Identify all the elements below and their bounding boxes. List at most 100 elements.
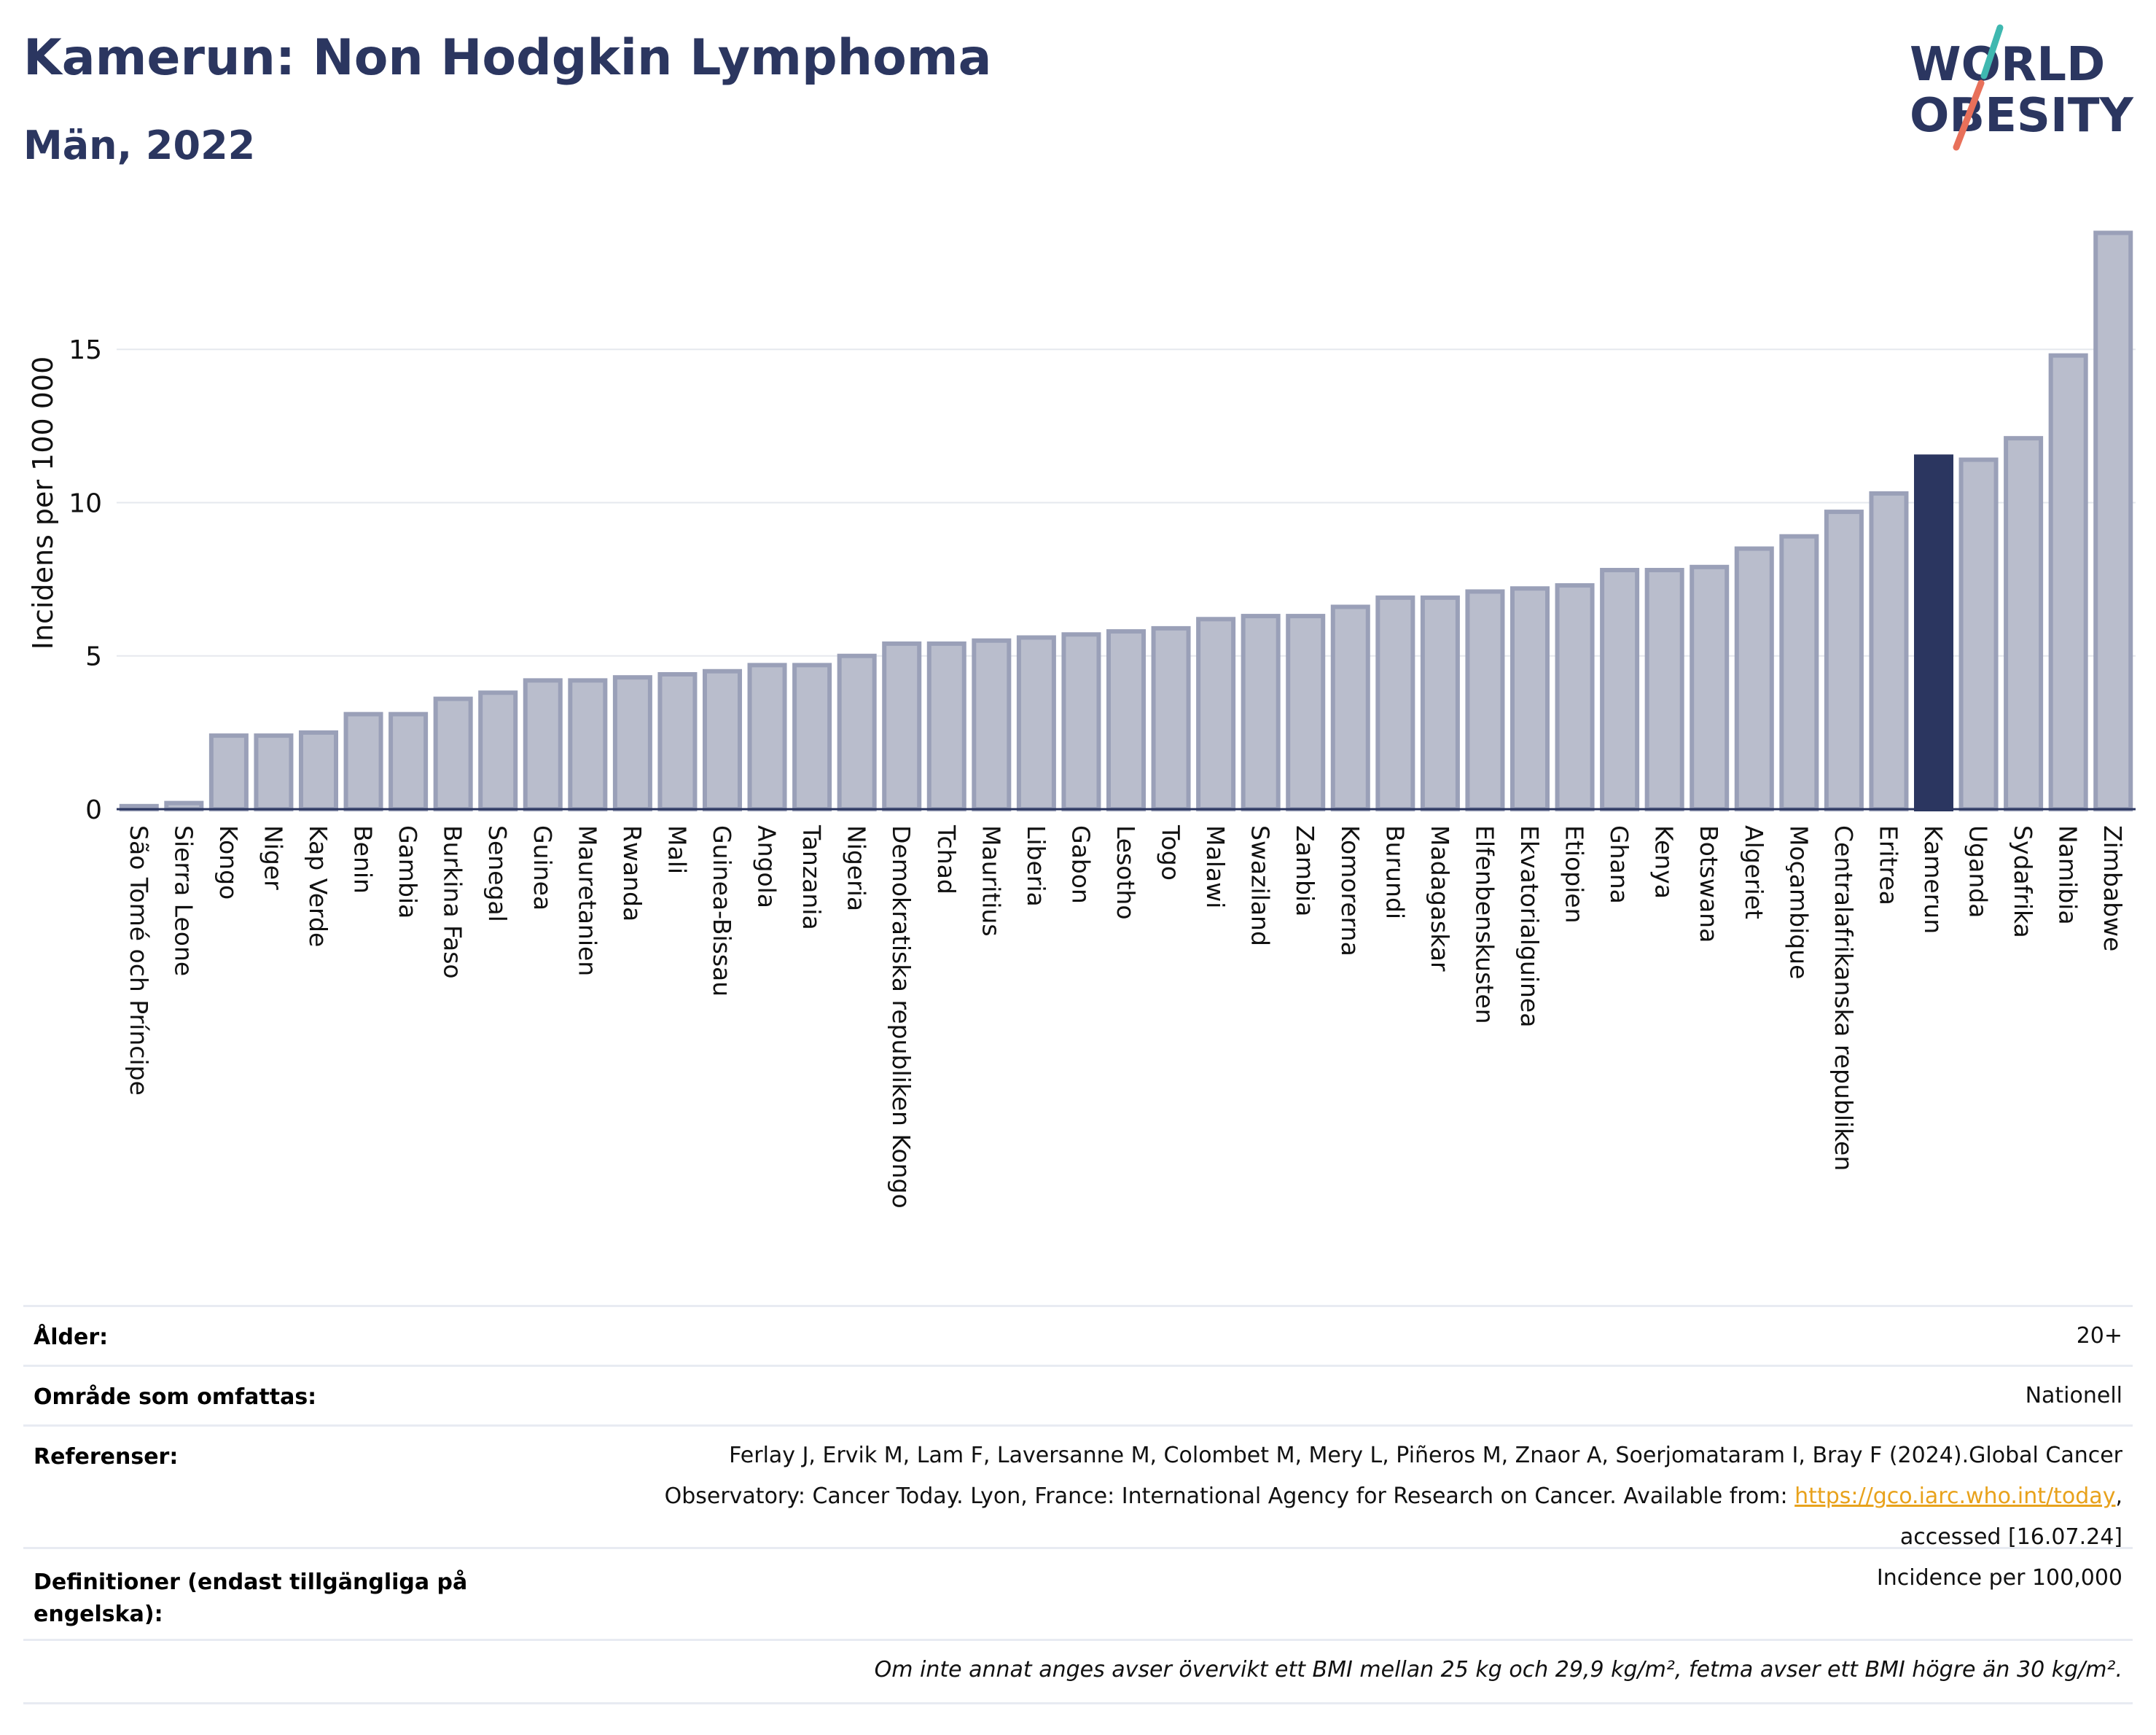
bar-togo (1151, 625, 1191, 812)
area-label: Område som omfattas: (34, 1384, 317, 1410)
bar-mauretanien (568, 678, 608, 812)
x-tick-label: Kamerun (1919, 825, 1948, 934)
bar-burundi (1375, 595, 1415, 811)
y-tick-label: 0 (85, 795, 102, 825)
bar-angola (747, 663, 787, 811)
logo-slash-top (1980, 24, 2004, 79)
definitions-label: Definitioner (endast tillgängliga på eng… (34, 1567, 467, 1631)
bar-centralafrikanska-republiken (1824, 510, 1864, 811)
references-line2: Observatory: Cancer Today. Lyon, France:… (665, 1476, 2122, 1517)
y-tick-label: 15 (69, 335, 102, 365)
bmi-note: Om inte annat anges avser övervikt ett B… (874, 1657, 2122, 1683)
bar-mauritius (972, 638, 1012, 812)
x-tick-label: Rwanda (618, 825, 647, 921)
x-tick-label: Liberia (1022, 825, 1050, 907)
bar-komorerna (1330, 604, 1370, 811)
bar-niger (254, 733, 294, 811)
x-tick-label: Madagaskar (1426, 825, 1454, 972)
bar-kenya (1644, 568, 1684, 811)
x-tick-label: Algeriet (1740, 825, 1768, 919)
x-tick-label: Sydafrika (2009, 825, 2037, 938)
info-row-note: Om inte annat anges avser övervikt ett B… (23, 1639, 2133, 1704)
bar-kamerun (1913, 454, 1954, 812)
bar-demokratiska-republiken-kongo (882, 641, 922, 812)
bar-mali (657, 671, 698, 811)
references-label: Referenser: (34, 1444, 179, 1470)
page-subtitle: Män, 2022 (23, 122, 256, 168)
logo-line2: OBESITY (1910, 89, 2133, 143)
x-tick-label: Tanzania (797, 824, 826, 930)
x-tick-label: Senegal (483, 825, 512, 922)
info-row-definitions: Definitioner (endast tillgängliga på eng… (23, 1547, 2133, 1641)
logo-line1: WORLD (1910, 38, 2105, 92)
bar-madagaskar (1420, 595, 1460, 811)
references-line2-suffix: , (2115, 1483, 2122, 1509)
bar-algeriet (1734, 546, 1774, 811)
x-tick-label: Etiopien (1561, 825, 1589, 923)
bar-nigeria (837, 653, 877, 811)
age-value: 20+ (2076, 1323, 2122, 1349)
x-tick-label: Burkina Faso (439, 825, 467, 979)
bar-eritrea (1869, 491, 1909, 811)
definitions-label-line2: engelska): (34, 1602, 163, 1627)
bar-chart: 0 5 10 15 São Tomé och Príncipe Sierra Leone K… (27, 230, 2136, 1209)
x-tick-label: Demokratiska republiken Kongo (887, 825, 915, 1209)
info-row-area: Område som omfattas: Nationell (23, 1365, 2133, 1427)
x-tick-label: Eritrea (1874, 825, 1902, 905)
logo-slash-bottom (1953, 79, 1985, 151)
bar-namibia (2048, 353, 2088, 811)
x-tick-label: Komorerna (1336, 825, 1364, 956)
world-obesity-logo: WORLD OBESITY (1910, 24, 2133, 151)
bar-tchad (926, 641, 966, 812)
bar-guinea (523, 678, 563, 812)
x-tick-label: Guinea (528, 825, 557, 911)
x-tick-label: Mauretanien (573, 825, 601, 976)
x-tick-label: Botswana (1695, 825, 1723, 943)
bar-rwanda (612, 675, 652, 812)
references-line2-prefix: Observatory: Cancer Today. Lyon, France:… (664, 1483, 1795, 1509)
x-tick-label: Guinea-Bissau (708, 825, 736, 997)
x-tick-label: Lesotho (1112, 825, 1140, 920)
bar-mo-ambique (1779, 534, 1819, 811)
references-line1: Ferlay J, Ervik M, Lam F, Laversanne M, … (729, 1443, 2122, 1468)
bar-burkina-faso (433, 696, 473, 811)
x-tick-label: Angola (753, 825, 781, 908)
references-link[interactable]: https://gco.iarc.who.int/today (1794, 1483, 2116, 1509)
bars (119, 230, 2133, 812)
bar-malawi (1196, 617, 1236, 811)
axes: 0 5 10 15 São Tomé och Príncipe Sierra Leone K… (69, 335, 2136, 1209)
bar-zimbabwe (2093, 230, 2133, 811)
x-tick-label: Benin (349, 825, 378, 894)
bar-gabon (1061, 632, 1101, 811)
x-tick-label: Ekvatorialguinea (1515, 825, 1544, 1027)
x-tick-label: Ghana (1605, 825, 1633, 904)
x-tick-label: Centralafrikanska republiken (1829, 825, 1858, 1171)
x-tick-label: Elfenbenskusten (1470, 825, 1499, 1024)
x-tick-label: Kap Verde (304, 825, 332, 947)
x-tick-label: Burundi (1380, 825, 1409, 919)
bar-lesotho (1106, 629, 1147, 811)
x-tick-label: Mauritius (977, 825, 1005, 937)
bar-uganda (1958, 457, 1999, 811)
x-tick-label: Zimbabwe (2098, 825, 2127, 951)
definitions-label-line1: Definitioner (endast tillgängliga på (34, 1570, 468, 1595)
x-tick-label: Malawi (1201, 825, 1230, 908)
x-tick-label: Namibia (2054, 825, 2082, 925)
x-tick-label: Moçambique (1784, 825, 1813, 979)
x-tick-label: Togo (1157, 824, 1185, 881)
bar-tanzania (792, 663, 832, 811)
bar-elfenbenskusten (1465, 589, 1505, 812)
area-value: Nationell (2025, 1383, 2122, 1408)
x-tick-label: Swaziland (1246, 825, 1275, 946)
age-label: Ålder: (34, 1325, 109, 1350)
x-tick-label: São Tomé och Príncipe (125, 825, 153, 1096)
x-tick-label: Gambia (394, 825, 422, 919)
page-title: Kamerun: Non Hodgkin Lymphoma (23, 29, 992, 87)
x-tick-label: Uganda (1964, 825, 1993, 918)
x-tick-label: Mali (663, 825, 691, 874)
x-tick-label: Kenya (1650, 825, 1679, 899)
references-line3: accessed [16.07.24] (1899, 1524, 2122, 1550)
bar-zambia (1286, 614, 1326, 811)
bar-guinea-bissau (702, 668, 743, 811)
y-tick-label: 5 (85, 642, 102, 672)
